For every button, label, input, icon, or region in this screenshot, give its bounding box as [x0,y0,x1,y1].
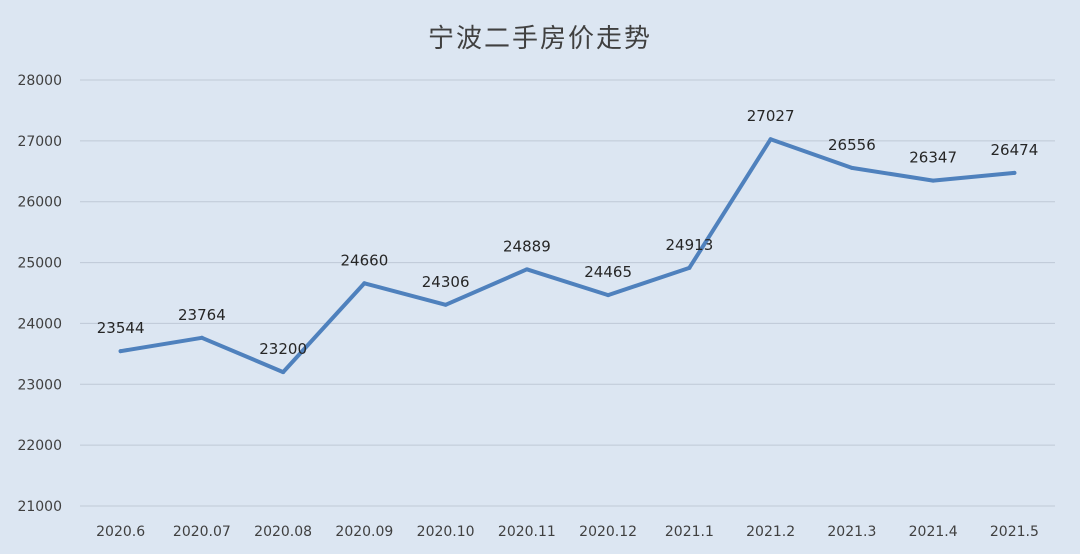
chart-title: 宁波二手房价走势 [427,24,652,54]
grid-lines [80,79,1055,507]
y-tick-label: 21000 [17,499,62,515]
data-point [443,302,448,307]
y-axis-ticks: 21000 22000 23000 24000 25000 26000 27000 28000 [17,73,62,515]
x-tick-label: 2021.5 [990,524,1039,540]
x-axis-ticks: 2020.6 2020.07 2020.08 2020.09 2020.10 2020.1… [96,524,1039,540]
data-point [1012,170,1017,175]
x-tick-label: 2020.09 [335,524,393,540]
data-label: 27027 [747,107,795,125]
series-layer [118,137,1017,375]
x-tick-label: 2021.1 [665,524,714,540]
x-tick-label: 2020.11 [498,524,556,540]
x-tick-label: 2020.07 [173,524,231,540]
data-label: 23200 [259,340,307,358]
data-point [199,335,204,340]
data-label: 26474 [991,141,1039,159]
series-line [118,137,1017,375]
data-label: 26556 [828,136,876,154]
x-tick-label: 2020.6 [96,524,145,540]
x-tick-label: 2021.2 [746,524,795,540]
x-tick-label: 2020.10 [417,524,475,540]
x-tick-label: 2021.3 [827,524,876,540]
data-label: 24465 [584,263,632,281]
data-labels: 23544 23764 23200 24660 24306 24889 24465 24913… [97,107,1038,358]
data-point [687,265,692,270]
data-label: 24913 [666,236,714,254]
y-tick-label: 27000 [17,134,62,150]
data-point [362,281,367,286]
data-label: 23544 [97,319,145,337]
data-label: 24660 [341,251,389,269]
data-label: 24306 [422,273,470,291]
x-tick-label: 2020.12 [579,524,637,540]
data-label: 24889 [503,237,551,255]
data-point [281,370,286,375]
data-label: 23764 [178,306,226,324]
x-tick-label: 2020.08 [254,524,312,540]
y-tick-label: 28000 [17,73,62,89]
y-tick-label: 25000 [17,256,62,272]
y-tick-label: 22000 [17,438,62,454]
y-tick-label: 26000 [17,195,62,211]
data-point [118,349,123,354]
data-point [849,165,854,170]
data-point [524,267,529,272]
y-tick-label: 24000 [17,316,62,332]
data-point [606,293,611,298]
y-tick-label: 23000 [17,377,62,393]
x-tick-label: 2021.4 [909,524,958,540]
data-point [931,178,936,183]
data-label: 26347 [909,149,957,167]
data-point [768,137,773,142]
